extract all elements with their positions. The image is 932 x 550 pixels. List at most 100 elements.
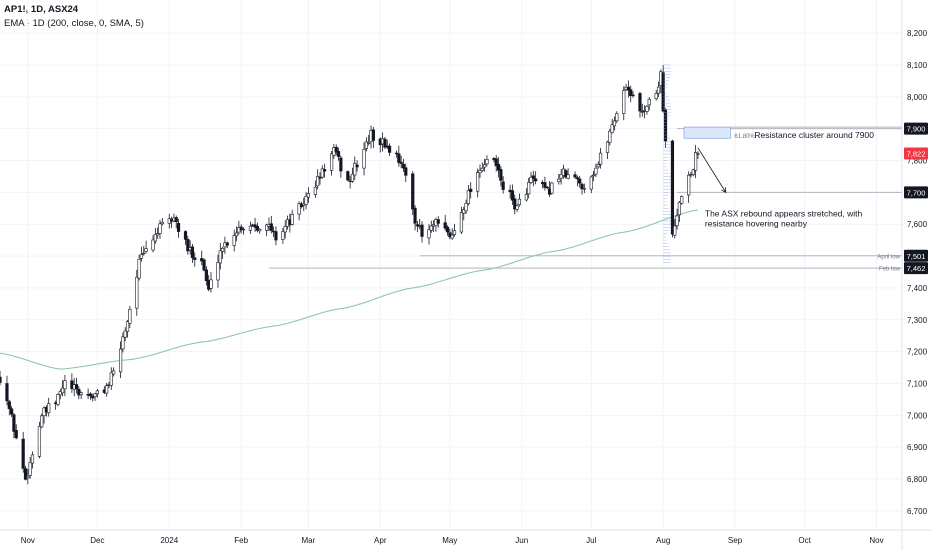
resistance-box (683, 126, 731, 139)
candle-body (255, 226, 259, 231)
candle-body (687, 174, 691, 196)
time-tick-label: Nov (21, 536, 35, 545)
candle-body (543, 182, 547, 188)
candle-body (258, 229, 262, 232)
candle-body (125, 321, 130, 332)
time-tick-label: Aug (656, 536, 670, 545)
candle-body (218, 250, 222, 264)
candle-body (450, 234, 454, 239)
candle-body (204, 269, 208, 282)
price-tick-label: 6,700 (907, 507, 928, 516)
candle-body (371, 129, 375, 141)
level-price-box (904, 249, 928, 262)
time-tick-label: Mar (302, 536, 316, 545)
candle-body (531, 175, 535, 179)
candle-body (564, 170, 568, 178)
candle-body (401, 163, 406, 169)
candle-body (174, 217, 178, 223)
candle-body (582, 188, 586, 190)
candle-body (383, 138, 387, 148)
candle-body (58, 391, 62, 396)
candle-body (515, 205, 519, 210)
time-tick-label: May (442, 536, 457, 545)
level-price-label: 7,501 (907, 252, 926, 261)
candle-body (573, 174, 577, 178)
candle-body (355, 164, 359, 168)
candle-body (313, 186, 317, 195)
current-price-box (904, 147, 928, 160)
candle-body (478, 169, 482, 174)
price-tick-label: 7,100 (907, 379, 928, 388)
candle-body (496, 164, 501, 171)
candle-body (510, 190, 515, 201)
annotation-text: resistance hovering nearby (705, 218, 808, 228)
candle-body (615, 113, 619, 122)
candle-body (673, 225, 677, 236)
candle-body (74, 384, 79, 390)
candle-body (176, 222, 181, 232)
candle-body (443, 222, 447, 229)
projection-arrow (697, 147, 727, 193)
candle-body (394, 152, 399, 155)
candle-body (12, 414, 16, 432)
candle-body (334, 146, 338, 153)
candle-body (566, 174, 570, 179)
candle-body (156, 233, 160, 236)
candle-body (142, 252, 146, 255)
candle-body (339, 157, 343, 172)
time-tick-label: Jul (586, 536, 596, 545)
candle-body (274, 231, 278, 241)
candle-body (91, 395, 95, 399)
ema-indicator-legend[interactable]: EMA · 1D (200, close, 0, SMA, 5) (4, 18, 144, 29)
time-tick-label: Sep (728, 536, 743, 545)
candle-body (404, 167, 408, 176)
candle-body (670, 140, 675, 235)
candle-body (427, 229, 431, 239)
candle-body (559, 174, 563, 179)
candle-body (318, 176, 322, 179)
symbol-title: AP1!, 1D, ASX24 (4, 4, 79, 15)
candle-body (209, 279, 213, 289)
candle-body (329, 153, 334, 171)
candle-body (469, 188, 473, 192)
candle-body (631, 94, 635, 97)
candle-body (575, 177, 579, 180)
level-caption: Feb low (879, 267, 901, 273)
candle-body (323, 169, 327, 172)
candle-body (452, 230, 457, 235)
candle-body (399, 161, 403, 164)
candle-body (557, 178, 561, 183)
candle-body (306, 193, 310, 198)
candle-body (527, 182, 531, 195)
candle-body (183, 231, 188, 240)
candle-body (353, 163, 357, 176)
candle-body (61, 387, 65, 394)
candle-body (594, 167, 598, 175)
candle-body (445, 226, 450, 233)
candle-body (499, 169, 503, 181)
level-price-box (904, 122, 928, 135)
candle-body (37, 426, 42, 457)
candle-body (346, 171, 350, 181)
candle-body (578, 178, 582, 184)
candle-body (28, 462, 32, 476)
level-price-box (904, 186, 928, 199)
candle-body (123, 330, 127, 338)
candle-body (436, 219, 440, 224)
candle-body (647, 98, 651, 106)
candle-body (9, 408, 14, 415)
candle-body (23, 468, 28, 480)
candle-body (622, 90, 626, 114)
candle-body (640, 111, 644, 113)
candle-body (589, 176, 593, 190)
candle-body (283, 225, 287, 233)
candle-body (411, 173, 415, 210)
time-axis[interactable]: Nov Dec 2024 Feb Mar Apr May Jun Jul Aug Sep Oct Nov (0, 529, 932, 545)
price-axis[interactable]: 8,2008,1008,0007,9007,8007,7007,6007,500… (901, 0, 928, 550)
candle-body (485, 159, 489, 165)
candle-body (186, 239, 190, 252)
candle-body (480, 167, 484, 171)
candle-body (448, 232, 452, 238)
candle-body (290, 213, 294, 225)
